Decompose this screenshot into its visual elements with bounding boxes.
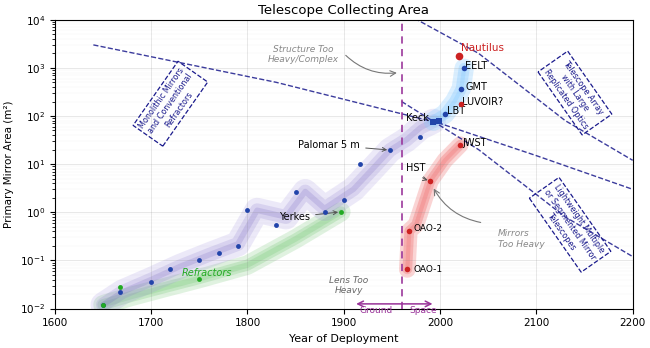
Text: OAO-1: OAO-1: [413, 265, 442, 274]
X-axis label: Year of Deployment: Year of Deployment: [289, 334, 398, 344]
Text: Refractors: Refractors: [182, 268, 232, 278]
Text: OAO-2: OAO-2: [413, 224, 442, 233]
Text: Mirrors
Too Heavy: Mirrors Too Heavy: [498, 229, 545, 248]
Text: EELT: EELT: [465, 61, 488, 71]
Text: Lens Too
Heavy: Lens Too Heavy: [329, 276, 368, 295]
Text: HST: HST: [406, 163, 426, 181]
Text: Lightweight Multiple
or Segmented Mirror
Telescopes: Lightweight Multiple or Segmented Mirror…: [534, 182, 606, 268]
Text: LUVOIR?: LUVOIR?: [462, 96, 503, 106]
Text: Structure Too
Heavy/Complex: Structure Too Heavy/Complex: [268, 45, 339, 64]
Text: Monolithic Mirrors
and Conventional
Refractors: Monolithic Mirrors and Conventional Refr…: [138, 66, 203, 142]
Title: Telescope Collecting Area: Telescope Collecting Area: [258, 4, 429, 17]
Text: JWST: JWST: [462, 137, 487, 148]
Text: Space: Space: [410, 306, 437, 315]
Text: LBT: LBT: [447, 106, 465, 116]
Text: Palomar 5 m: Palomar 5 m: [298, 140, 386, 151]
Text: Telescope Array
with Large
Replicated Optics: Telescope Array with Large Replicated Op…: [543, 56, 607, 130]
Y-axis label: Primary Mirror Area (m²): Primary Mirror Area (m²): [4, 100, 14, 228]
Text: Yerkes: Yerkes: [279, 211, 337, 222]
Text: Nautilus: Nautilus: [462, 43, 504, 53]
Text: Ground: Ground: [359, 306, 393, 315]
Text: GMT: GMT: [465, 82, 487, 92]
Text: Keck: Keck: [406, 113, 428, 123]
